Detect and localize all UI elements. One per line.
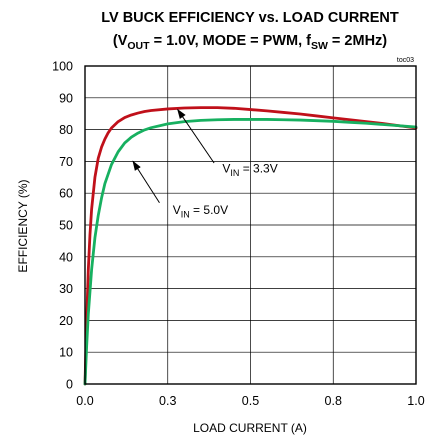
chart-title-line1: LV BUCK EFFICIENCY vs. LOAD CURRENT — [101, 10, 399, 26]
title-open: (V — [113, 33, 128, 49]
x-tick-label: 0.5 — [242, 394, 259, 408]
y-tick-label: 70 — [59, 155, 73, 169]
x-tick-labels: 0.0 0.3 0.5 0.8 1.0 — [76, 394, 424, 408]
y-tick-label: 60 — [59, 187, 73, 201]
title-mid: = 1.0V, MODE = PWM, f — [150, 33, 312, 49]
y-axis-label: EFFICIENCY (%) — [16, 179, 30, 272]
x-axis-label: LOAD CURRENT (A) — [193, 421, 307, 435]
x-tick-label: 1.0 — [407, 394, 424, 408]
y-tick-label: 10 — [59, 346, 73, 360]
series-label-rest: = 5.0V — [190, 203, 228, 217]
data-series — [83, 106, 418, 386]
y-tick-label: 80 — [59, 123, 73, 137]
series-label: VIN = 3.3V — [222, 162, 277, 179]
y-tick-label: 100 — [52, 60, 73, 74]
series-label: VIN = 5.0V — [173, 203, 228, 220]
series-label-rest: = 3.3V — [239, 162, 277, 176]
x-tick-label: 0.8 — [325, 394, 342, 408]
y-tick-label: 50 — [59, 219, 73, 233]
y-tick-label: 40 — [59, 250, 73, 264]
title-close: = 2MHz) — [328, 33, 387, 49]
y-tick-label: 30 — [59, 282, 73, 296]
y-tick-label: 20 — [59, 314, 73, 328]
y-tick-labels: 0 10 20 30 40 50 60 70 80 90 100 — [52, 60, 73, 392]
series-label-main: V — [173, 203, 181, 217]
annotation-arrow — [177, 108, 215, 164]
series-line-vin-3v3 — [83, 106, 418, 386]
y-tick-label: 0 — [66, 378, 73, 392]
title-vout-sub: OUT — [127, 40, 150, 52]
series-label-main: V — [222, 162, 230, 176]
figure-id: toc03 — [397, 57, 414, 64]
series-line-vin-5v0 — [83, 118, 418, 386]
title-fsw-sub: SW — [311, 40, 328, 52]
x-tick-label: 0.0 — [76, 394, 93, 408]
y-tick-label: 90 — [59, 91, 73, 105]
series-label-sub: IN — [181, 209, 190, 219]
x-tick-label: 0.3 — [159, 394, 176, 408]
plot-area-frame — [84, 65, 417, 385]
series-label-sub: IN — [230, 168, 239, 178]
chart-title-line2: (VOUT = 1.0V, MODE = PWM, fSW = 2MHz) — [113, 33, 387, 52]
annotation-arrow — [132, 160, 160, 204]
